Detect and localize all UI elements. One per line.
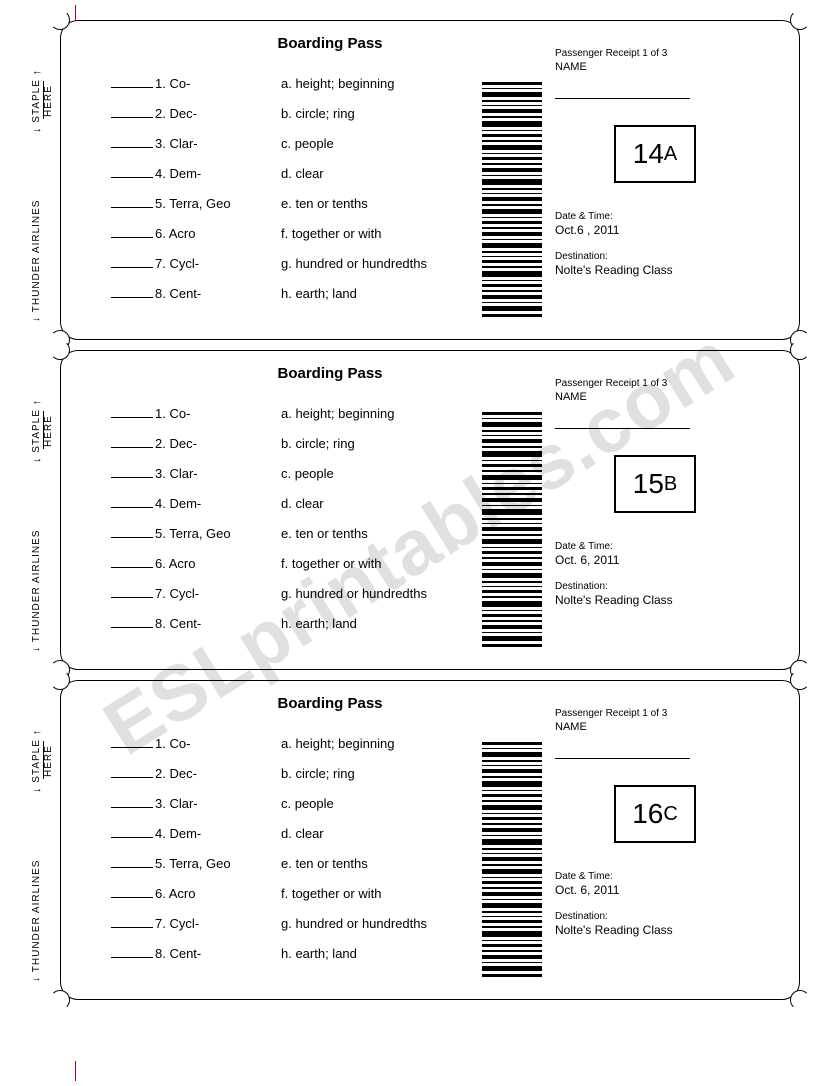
- dest-value: Nolte's Reading Class: [555, 263, 696, 277]
- name-field[interactable]: [555, 411, 690, 429]
- name-field[interactable]: [555, 741, 690, 759]
- dest-value: Nolte's Reading Class: [555, 593, 696, 607]
- dest-label: Destination:: [555, 581, 696, 592]
- definition-list: a. height; beginning b. circle; ring c. …: [281, 76, 481, 301]
- prefix-list: 1. Co- 2. Dec- 3. Clar- 4. Dem- 5. Terra…: [111, 76, 281, 301]
- dest-value: Nolte's Reading Class: [555, 923, 696, 937]
- pass-title: Boarding Pass: [61, 365, 599, 382]
- airline-label: ↓ THUNDER AIRLINES: [31, 191, 42, 331]
- airline-label: ↓ THUNDER AIRLINES: [31, 521, 42, 661]
- name-field[interactable]: [555, 81, 690, 99]
- seat-box: 16C: [614, 785, 696, 843]
- date-label: Date & Time:: [555, 871, 696, 882]
- pass-title: Boarding Pass: [61, 35, 599, 52]
- boarding-pass: ↓ THUNDER AIRLINES ↓ STAPLE ↑ HERE Board…: [60, 20, 800, 340]
- pass-title: Boarding Pass: [61, 695, 599, 712]
- barcode-icon: [481, 406, 543, 654]
- barcode-icon: [481, 76, 543, 324]
- date-label: Date & Time:: [555, 541, 696, 552]
- dest-label: Destination:: [555, 911, 696, 922]
- boarding-pass: ↓ THUNDER AIRLINES ↓ STAPLE ↑ HERE Board…: [60, 350, 800, 670]
- seat-box: 14A: [614, 125, 696, 183]
- seat-box: 15B: [614, 455, 696, 513]
- date-label: Date & Time:: [555, 211, 696, 222]
- barcode-icon: [481, 736, 543, 984]
- date-value: Oct.6 , 2011: [555, 223, 696, 237]
- prefix-list: 1. Co- 2. Dec- 3. Clar- 4. Dem- 5. Terra…: [111, 736, 281, 961]
- crop-mark: [75, 1061, 76, 1081]
- date-value: Oct. 6, 2011: [555, 883, 696, 897]
- name-label: NAME: [555, 61, 696, 73]
- airline-label: ↓ THUNDER AIRLINES: [31, 851, 42, 991]
- boarding-pass: ↓ THUNDER AIRLINES ↓ STAPLE ↑ HERE Board…: [60, 680, 800, 1000]
- definition-list: a. height; beginning b. circle; ring c. …: [281, 406, 481, 631]
- name-label: NAME: [555, 721, 696, 733]
- dest-label: Destination:: [555, 251, 696, 262]
- date-value: Oct. 6, 2011: [555, 553, 696, 567]
- definition-list: a. height; beginning b. circle; ring c. …: [281, 736, 481, 961]
- name-label: NAME: [555, 391, 696, 403]
- prefix-list: 1. Co- 2. Dec- 3. Clar- 4. Dem- 5. Terra…: [111, 406, 281, 631]
